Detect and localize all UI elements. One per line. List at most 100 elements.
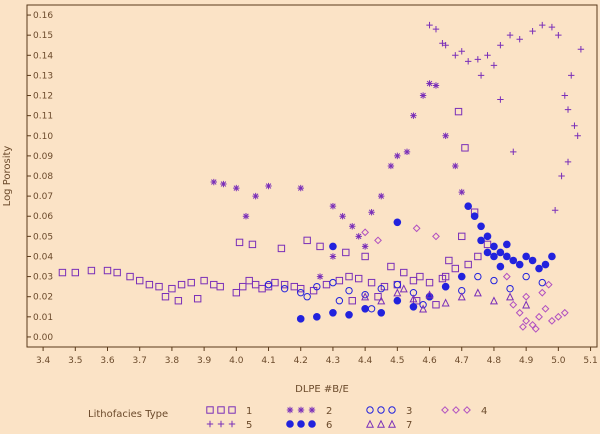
- point-lithofacies-6: [457, 272, 466, 281]
- point-lithofacies-1: [145, 280, 154, 289]
- point-lithofacies-6: [409, 302, 418, 311]
- point-lithofacies-2: [210, 178, 217, 186]
- x-tick-label: 3.9: [197, 356, 212, 366]
- point-lithofacies-5: [555, 31, 562, 39]
- point-lithofacies-6: [490, 252, 498, 261]
- y-tick-label: 0.11: [33, 112, 53, 122]
- point-lithofacies-1: [303, 236, 311, 245]
- point-lithofacies-5: [561, 92, 568, 99]
- point-lithofacies-7: [473, 288, 482, 297]
- point-lithofacies-2: [339, 213, 346, 220]
- point-lithofacies-5: [432, 25, 440, 33]
- point-lithofacies-7: [425, 290, 434, 299]
- x-tick-label: 3.5: [68, 356, 82, 366]
- point-lithofacies-4: [554, 312, 563, 321]
- point-lithofacies-1: [113, 268, 121, 277]
- point-lithofacies-7: [393, 288, 402, 297]
- legend-entry-3: 3: [366, 406, 412, 417]
- x-tick-label: 4.5: [390, 356, 404, 366]
- point-lithofacies-1: [483, 240, 492, 249]
- legend-marker: [228, 420, 236, 428]
- y-tick-label: 0.12: [33, 92, 53, 102]
- point-lithofacies-5: [568, 72, 575, 79]
- point-lithofacies-7: [457, 292, 466, 301]
- point-lithofacies-2: [349, 223, 356, 230]
- legend-marker: [217, 420, 225, 428]
- point-lithofacies-5: [548, 23, 556, 31]
- point-lithofacies-6: [377, 309, 386, 317]
- point-lithofacies-4: [519, 322, 527, 331]
- point-lithofacies-5: [484, 52, 491, 59]
- legend: 1 2 3 4 5 6 7: [206, 406, 487, 431]
- point-lithofacies-3: [522, 272, 530, 281]
- point-lithofacies-6: [490, 242, 498, 251]
- point-lithofacies-1: [155, 282, 163, 291]
- legend-entry-4: 4: [441, 406, 487, 417]
- point-lithofacies-4: [412, 224, 421, 233]
- y-tick-label: 0.06: [33, 212, 53, 222]
- point-lithofacies-1: [451, 264, 460, 273]
- point-lithofacies-1: [239, 282, 247, 291]
- point-lithofacies-1: [322, 280, 331, 289]
- y-axis-title: Log Porosity: [2, 146, 13, 207]
- point-lithofacies-4: [531, 324, 540, 333]
- point-lithofacies-6: [541, 260, 550, 269]
- legend-marker: [206, 406, 214, 414]
- x-axis-title: DLPE #B/E: [295, 384, 349, 395]
- point-lithofacies-2: [297, 184, 304, 192]
- point-lithofacies-1: [409, 276, 418, 285]
- point-lithofacies-1: [103, 266, 112, 275]
- point-lithofacies-5: [551, 207, 559, 214]
- legend-marker: [286, 406, 294, 414]
- legend-marker: [388, 406, 396, 414]
- point-lithofacies-5: [516, 36, 523, 43]
- point-lithofacies-5: [577, 46, 585, 53]
- point-lithofacies-3: [538, 278, 546, 287]
- legend-marker: [308, 406, 316, 414]
- legend-label: 1: [246, 406, 252, 417]
- point-lithofacies-5: [539, 21, 546, 29]
- point-lithofacies-6: [535, 264, 543, 273]
- point-lithofacies-6: [522, 252, 530, 261]
- point-lithofacies-7: [489, 296, 498, 305]
- point-lithofacies-5: [497, 96, 504, 103]
- point-lithofacies-4: [544, 280, 553, 289]
- point-lithofacies-4: [535, 312, 543, 321]
- point-lithofacies-5: [529, 27, 536, 35]
- legend-label: 6: [326, 420, 332, 431]
- point-lithofacies-1: [416, 272, 424, 281]
- x-tick-label: 5.0: [551, 356, 566, 366]
- point-lithofacies-3: [303, 293, 311, 301]
- point-lithofacies-4: [560, 308, 569, 317]
- x-tick-label: 4.9: [519, 356, 534, 366]
- y-tick-label: 0.08: [33, 172, 53, 182]
- point-lithofacies-6: [296, 315, 305, 323]
- point-lithofacies-2: [265, 182, 272, 190]
- point-lithofacies-4: [541, 304, 550, 313]
- point-lithofacies-6: [441, 282, 450, 291]
- point-lithofacies-5: [442, 42, 449, 49]
- point-lithofacies-5: [558, 172, 565, 180]
- point-lithofacies-6: [470, 212, 479, 221]
- legend-entry-2: 2: [286, 406, 332, 417]
- y-tick-label: 0.00: [33, 333, 53, 343]
- point-lithofacies-1: [126, 272, 134, 281]
- point-lithofacies-5: [510, 148, 517, 156]
- point-lithofacies-1: [235, 238, 244, 247]
- point-lithofacies-1: [335, 276, 344, 285]
- point-lithofacies-6: [477, 222, 485, 231]
- point-lithofacies-1: [87, 266, 96, 275]
- x-tick-label: 3.8: [165, 356, 180, 366]
- point-lithofacies-6: [483, 248, 492, 257]
- point-lithofacies-1: [454, 107, 463, 116]
- point-lithofacies-6: [509, 256, 518, 265]
- point-lithofacies-6: [503, 252, 511, 261]
- y-tick-label: 0.03: [33, 273, 53, 283]
- x-tick-label: 4.4: [358, 356, 373, 366]
- point-lithofacies-1: [464, 260, 472, 269]
- point-lithofacies-1: [458, 232, 466, 241]
- legend-marker: [463, 406, 471, 414]
- point-lithofacies-2: [442, 132, 449, 139]
- point-lithofacies-7: [361, 292, 370, 301]
- point-lithofacies-3: [490, 276, 498, 285]
